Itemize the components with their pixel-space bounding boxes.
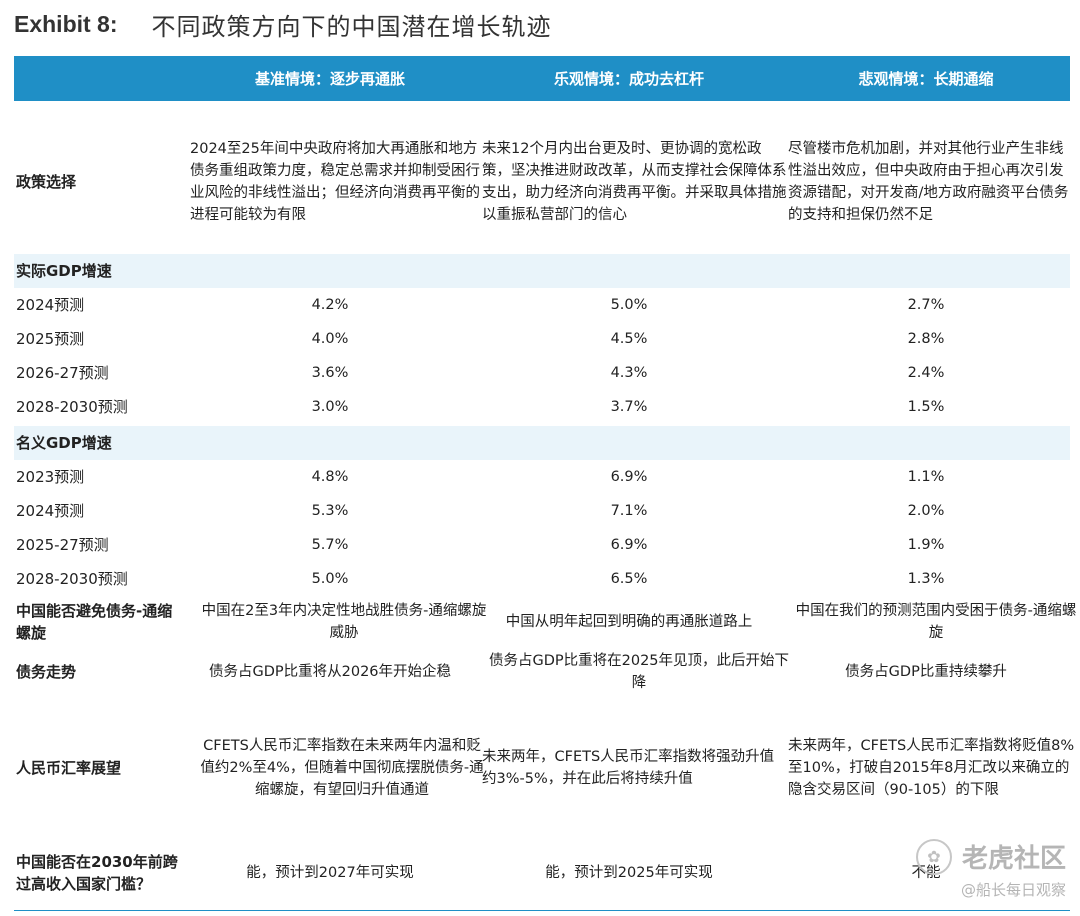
value-optimistic: 6.9% <box>610 537 648 553</box>
watermark-brand-row: ✿ 老虎社区 <box>915 838 1066 875</box>
value-baseline: 3.0% <box>311 399 349 415</box>
table-header: 基准情境：逐步再通胀 乐观情境：成功去杠杆 悲观情境：长期通缩 <box>14 56 1070 101</box>
value-baseline: 4.0% <box>311 331 349 347</box>
value-optimistic: 5.0% <box>610 297 648 313</box>
period-label: 2023预测 <box>16 468 85 486</box>
value-optimistic: 6.5% <box>610 571 648 587</box>
value-pessimistic: 2.4% <box>907 365 945 381</box>
period-label: 2026-27预测 <box>16 364 109 382</box>
page-title: 不同政策方向下的中国潜在增长轨迹 <box>151 12 552 41</box>
high-income-optimistic: 能，预计到2025年可实现 <box>545 865 713 881</box>
section-label-nominal-gdp: 名义GDP增速 <box>16 434 112 452</box>
watermark-account: @船长每日观察 <box>960 881 1066 899</box>
header-pessimistic: 悲观情境：长期通缩 <box>858 70 994 88</box>
value-pessimistic: 1.1% <box>907 469 945 485</box>
table-row-high-income: 中国能否在2030年前跨过高收入国家门槛？ 能，预计到2027年可实现 能，预计… <box>14 838 1070 908</box>
debt-trend-baseline: 债务占GDP比重将从2026年开始企稳 <box>208 664 452 680</box>
period-label: 2028-2030预测 <box>16 398 128 416</box>
value-pessimistic: 2.0% <box>907 503 945 519</box>
header-baseline: 基准情境：逐步再通胀 <box>254 70 405 88</box>
value-baseline: 5.3% <box>311 503 349 519</box>
value-optimistic: 6.9% <box>610 469 648 485</box>
value-optimistic: 4.3% <box>610 365 648 381</box>
value-baseline: 5.7% <box>311 537 349 553</box>
table-row: 2025预测 4.0% 4.5% 2.8% <box>14 322 1070 356</box>
tiger-logo-icon: ✿ <box>915 838 952 875</box>
policy-optimistic: 未来12个月内出台更及时、更协调的宽松政策，坚决推进财政改革，从而支撑社会保障体… <box>482 141 787 223</box>
table-row: 2024预测 4.2% 5.0% 2.7% <box>14 288 1070 322</box>
period-label: 2024预测 <box>16 296 85 314</box>
row-label-debt-deflation: 中国能否避免债务-通缩螺旋 <box>16 602 173 642</box>
table-row-policy: 政策选择 2024至25年间中央政府将加大再通胀和地方债务重组政策力度，稳定总需… <box>14 112 1070 252</box>
row-label-rmb: 人民币汇率展望 <box>16 759 122 777</box>
row-label-high-income: 中国能否在2030年前跨过高收入国家门槛？ <box>16 853 178 893</box>
value-pessimistic: 1.3% <box>907 571 945 587</box>
value-optimistic: 7.1% <box>610 503 648 519</box>
row-label-policy: 政策选择 <box>16 173 77 191</box>
section-real-gdp: 实际GDP增速 <box>14 254 1070 288</box>
value-pessimistic: 1.9% <box>907 537 945 553</box>
value-optimistic: 4.5% <box>610 331 648 347</box>
table-row: 2024预测 5.3% 7.1% 2.0% <box>14 494 1070 528</box>
value-baseline: 5.0% <box>311 571 349 587</box>
period-label: 2025预测 <box>16 330 85 348</box>
section-nominal-gdp: 名义GDP增速 <box>14 426 1070 460</box>
header-optimistic: 乐观情境：成功去杠杆 <box>553 70 704 88</box>
rmb-baseline: CFETS人民币汇率指数在未来两年内温和贬值约2%至4%，但随着中国彻底摆脱债务… <box>200 738 484 798</box>
value-pessimistic: 2.8% <box>907 331 945 347</box>
debt-trend-optimistic: 债务占GDP比重将在2025年见顶，此后开始下降 <box>488 653 790 691</box>
table-row: 2023预测 4.8% 6.9% 1.1% <box>14 460 1070 494</box>
rmb-optimistic: 未来两年，CFETS人民币汇率指数将强劲升值约3%-5%，并在此后将持续升值 <box>482 749 775 787</box>
title-row: Exhibit 8: 不同政策方向下的中国潜在增长轨迹 <box>14 6 552 42</box>
table-row-debt-trend: 债务走势 债务占GDP比重将从2026年开始企稳 债务占GDP比重将在2025年… <box>14 647 1070 697</box>
value-baseline: 3.6% <box>311 365 349 381</box>
period-label: 2028-2030预测 <box>16 570 128 588</box>
value-baseline: 4.2% <box>311 297 349 313</box>
policy-pessimistic: 尽管楼市危机加剧，并对其他行业产生非线性溢出效应，但中央政府由于担心再次引发资源… <box>788 141 1069 223</box>
table-row-debt-deflation: 中国能否避免债务-通缩螺旋 中国在2至3年内决定性地战胜债务-通缩螺旋威胁 中国… <box>14 597 1076 647</box>
period-label: 2024预测 <box>16 502 85 520</box>
table-row-rmb: 人民币汇率展望 CFETS人民币汇率指数在未来两年内温和贬值约2%至4%，但随着… <box>14 718 1074 818</box>
policy-baseline: 2024至25年间中央政府将加大再通胀和地方债务重组政策力度，稳定总需求并抑制受… <box>190 141 480 223</box>
watermark-brand: 老虎社区 <box>961 844 1066 874</box>
value-optimistic: 3.7% <box>610 399 648 415</box>
debt-trend-pessimistic: 债务占GDP比重持续攀升 <box>845 664 1007 680</box>
exhibit-number: Exhibit 8: <box>14 10 118 37</box>
value-baseline: 4.8% <box>311 469 349 485</box>
value-pessimistic: 2.7% <box>907 297 945 313</box>
table-row: 2028-2030预测 3.0% 3.7% 1.5% <box>14 390 1070 424</box>
section-label-real-gdp: 实际GDP增速 <box>16 262 112 280</box>
table-row: 2026-27预测 3.6% 4.3% 2.4% <box>14 356 1070 390</box>
value-pessimistic: 1.5% <box>907 399 945 415</box>
table-row: 2025-27预测 5.7% 6.9% 1.9% <box>14 528 1070 562</box>
rmb-pessimistic: 未来两年，CFETS人民币汇率指数将贬值8%至10%，打破自2015年8月汇改以… <box>788 738 1075 798</box>
debt-deflation-baseline: 中国在2至3年内决定性地战胜债务-通缩螺旋威胁 <box>201 603 487 641</box>
table-row: 2028-2030预测 5.0% 6.5% 1.3% <box>14 562 1070 596</box>
debt-deflation-pessimistic: 中国在我们的预测范围内受困于债务-通缩螺旋 <box>795 603 1077 641</box>
period-label: 2025-27预测 <box>16 536 109 554</box>
table-bottom-border <box>14 910 1070 911</box>
row-label-debt-trend: 债务走势 <box>16 663 77 681</box>
high-income-baseline: 能，预计到2027年可实现 <box>246 865 414 881</box>
debt-deflation-optimistic: 中国从明年起回到明确的再通胀道路上 <box>505 614 753 630</box>
watermark: ✿ 老虎社区 @船长每日观察 <box>915 838 1066 900</box>
